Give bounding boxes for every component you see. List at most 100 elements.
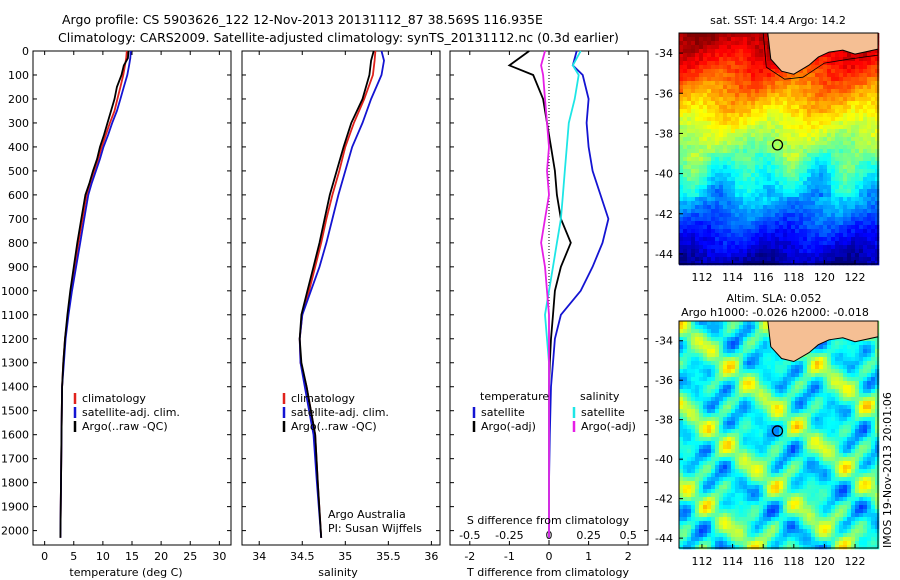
sla-map-ytick-label: -40 <box>655 453 673 466</box>
salinity-series-0 <box>298 50 377 538</box>
difference-series-1 <box>507 50 572 538</box>
temperature-xtick-label: 10 <box>96 550 110 563</box>
sla-float-marker <box>771 425 784 437</box>
sla-map-xtick-label: 120 <box>814 555 835 568</box>
timestamp-side-text: IMOS 19-Nov-2013 20:01:06 <box>881 392 894 548</box>
sst-map-xtick-label: 116 <box>753 271 774 284</box>
s-diff-tick-label: -0.5 <box>459 529 480 542</box>
sla-map-panel: Altim. SLA: 0.052 Argo h1000: -0.026 h20… <box>655 292 880 568</box>
temperature-legend-label: climatology <box>82 392 146 405</box>
temperature-xtick-label: 30 <box>212 550 226 563</box>
salinity-xtick-label: 35.5 <box>376 550 401 563</box>
s-diff-tick-label: 0.25 <box>576 529 601 542</box>
difference-legend-label: Argo(-adj) <box>581 420 636 433</box>
sst-map-ytick-label: -36 <box>655 87 673 100</box>
difference-xtick-label: -2 <box>464 550 475 563</box>
sst-map-xtick-label: 120 <box>814 271 835 284</box>
sst-map-title: sat. SST: 14.4 Argo: 14.2 <box>710 14 846 27</box>
annotation-argo-australia: Argo Australia <box>328 508 406 521</box>
depth-tick-label: 1400 <box>1 381 29 394</box>
sst-map-frame <box>678 32 879 265</box>
salinity-xtick-label: 34 <box>252 550 266 563</box>
difference-xtick-label: 2 <box>625 550 632 563</box>
sla-map-xtick-label: 112 <box>691 555 712 568</box>
temperature-series-1 <box>59 50 132 538</box>
sla-map-xtick-label: 122 <box>845 555 866 568</box>
salinity-xtick-label: 35 <box>338 550 352 563</box>
depth-tick-label: 1800 <box>1 477 29 490</box>
sst-map-ytick-label: -40 <box>655 168 673 181</box>
temperature-legend-label: satellite-adj. clim. <box>82 406 180 419</box>
salinity-legend-label: satellite-adj. clim. <box>291 406 389 419</box>
depth-tick-label: 300 <box>8 117 29 130</box>
temperature-panel: 0100200300400500600700800900100011001200… <box>1 45 232 579</box>
depth-tick-label: 0 <box>22 45 29 58</box>
s-difference-xlabel: S difference from climatology <box>467 514 630 527</box>
temperature-xtick-label: 0 <box>41 550 48 563</box>
sst-map-xtick-label: 114 <box>722 271 743 284</box>
salinity-xtick-label: 34.5 <box>290 550 315 563</box>
sst-float-marker <box>771 139 784 151</box>
sst-map-ytick-label: -38 <box>655 127 673 140</box>
temperature-legend-label: Argo(..raw -QC) <box>82 420 168 433</box>
sla-map-xtick-label: 114 <box>722 555 743 568</box>
difference-legend-header: salinity <box>580 390 620 403</box>
t-difference-xlabel: T difference from climatology <box>466 566 629 579</box>
temperature-xtick-label: 25 <box>183 550 197 563</box>
sla-map-ytick-label: -38 <box>655 414 673 427</box>
temperature-plot-frame <box>32 50 232 546</box>
sst-map-contour <box>762 32 879 80</box>
sst-map-panel: sat. SST: 14.4 Argo: 14.2 112 114 116 118 12… <box>655 14 880 284</box>
depth-tick-label: 800 <box>8 237 29 250</box>
difference-xtick-label: 1 <box>585 550 592 563</box>
depth-tick-label: 1200 <box>1 333 29 346</box>
temperature-xtick-label: 15 <box>125 550 139 563</box>
temperature-xtick-label: 20 <box>154 550 168 563</box>
sst-map-ytick-label: -44 <box>655 248 673 261</box>
salinity-series-1 <box>298 50 385 538</box>
difference-xtick-label: -1 <box>504 550 515 563</box>
sst-map-xtick-label: 122 <box>845 271 866 284</box>
difference-series-0 <box>548 50 610 538</box>
sst-map-ytick-label: -42 <box>655 208 673 221</box>
depth-tick-label: 400 <box>8 141 29 154</box>
depth-tick-label: 2000 <box>1 525 29 538</box>
depth-tick-label: 1700 <box>1 453 29 466</box>
depth-tick-label: 600 <box>8 189 29 202</box>
sla-map-xtick-label: 118 <box>783 555 804 568</box>
difference-legend-label: Argo(-adj) <box>481 420 536 433</box>
sla-map-subtitle: Argo h1000: -0.026 h2000: -0.018 <box>681 306 869 319</box>
sla-map-ytick-label: -36 <box>655 374 673 387</box>
depth-tick-label: 1300 <box>1 357 29 370</box>
sla-map-ytick-label: -42 <box>655 493 673 506</box>
salinity-legend-label: Argo(..raw -QC) <box>291 420 377 433</box>
salinity-plot-frame <box>241 50 441 546</box>
sla-map-ytick-label: -44 <box>655 532 673 545</box>
annotation-pi: PI: Susan Wijffels <box>328 522 422 535</box>
difference-legend-label: satellite <box>581 406 625 419</box>
difference-series-2 <box>544 50 582 538</box>
header-line1: Argo profile: CS 5903626_122 12-Nov-2013… <box>62 12 543 27</box>
difference-xtick-label: 0 <box>546 550 553 563</box>
salinity-panel: 34 34.5 35 35.5 36 climatologysatellite-adj. … <box>241 50 441 579</box>
depth-tick-label: 1900 <box>1 501 29 514</box>
depth-tick-label: 500 <box>8 165 29 178</box>
temperature-xtick-label: 5 <box>70 550 77 563</box>
s-diff-tick-label: -0.25 <box>495 529 523 542</box>
temperature-series-2 <box>59 50 130 538</box>
salinity-xtick-label: 36 <box>424 550 438 563</box>
sla-map-ytick-label: -34 <box>655 335 673 348</box>
salinity-xlabel: salinity <box>318 566 358 579</box>
s-diff-tick-label: 0.5 <box>619 529 637 542</box>
sst-map-xtick-label: 118 <box>783 271 804 284</box>
depth-tick-label: 1000 <box>1 285 29 298</box>
difference-legend-header: temperature <box>480 390 549 403</box>
depth-tick-label: 200 <box>8 93 29 106</box>
difference-legend-label: satellite <box>481 406 525 419</box>
depth-tick-label: 1600 <box>1 429 29 442</box>
depth-tick-label: 900 <box>8 261 29 274</box>
sla-map-title: Altim. SLA: 0.052 <box>726 292 821 305</box>
header-line2: Climatology: CARS2009. Satellite-adjuste… <box>58 30 619 45</box>
